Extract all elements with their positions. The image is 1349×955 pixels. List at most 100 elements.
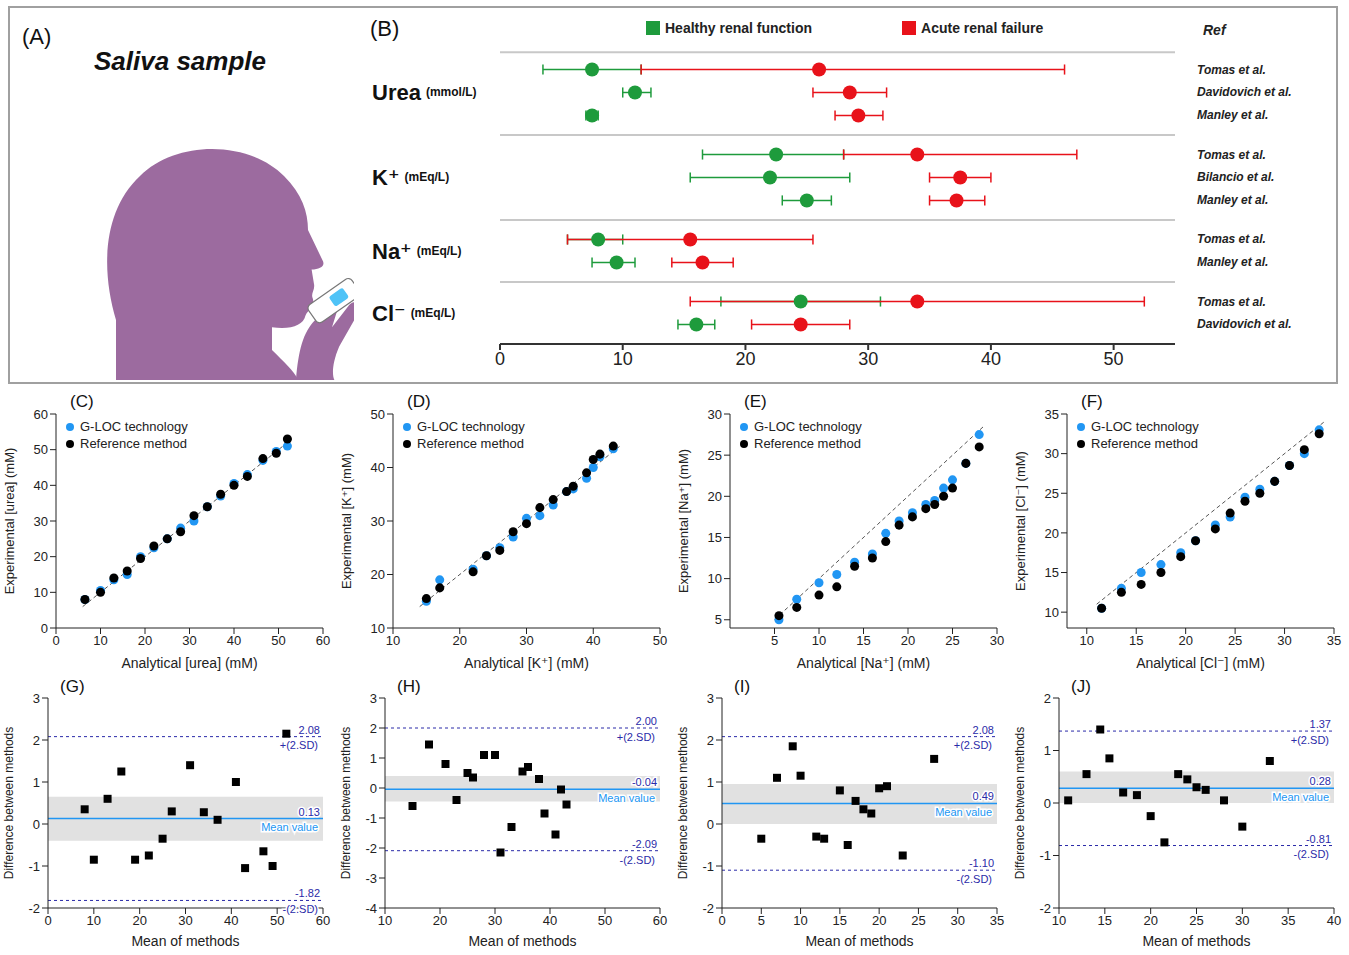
svg-text:10: 10: [371, 621, 385, 636]
svg-text:Difference between methods: Difference between methods: [1013, 727, 1027, 880]
svg-text:Difference between methods: Difference between methods: [676, 727, 690, 880]
svg-text:30: 30: [371, 514, 385, 529]
svg-text:0: 0: [41, 621, 48, 636]
svg-text:2: 2: [1044, 691, 1051, 706]
svg-text:30: 30: [519, 633, 533, 648]
svg-text:10: 10: [1045, 605, 1059, 620]
svg-text:35: 35: [1327, 633, 1341, 648]
svg-text:Analytical [Cl⁻] (mM): Analytical [Cl⁻] (mM): [1136, 655, 1265, 671]
svg-text:Mean of methods: Mean of methods: [805, 933, 913, 949]
svg-text:Experimental [K⁺] (mM): Experimental [K⁺] (mM): [339, 453, 354, 589]
svg-text:Mean of methods: Mean of methods: [468, 933, 576, 949]
svg-text:0: 0: [1044, 796, 1051, 811]
svg-text:Na⁺(mEq/L): Na⁺(mEq/L): [372, 238, 461, 263]
svg-text:60: 60: [316, 633, 330, 648]
svg-text:Experimental [Cl⁻] (mM): Experimental [Cl⁻] (mM): [1013, 451, 1028, 591]
svg-text:35: 35: [990, 913, 1004, 928]
svg-text:10: 10: [708, 571, 722, 586]
svg-text:-1.10: -1.10: [969, 857, 994, 869]
svg-text:Mean value: Mean value: [261, 821, 318, 833]
svg-text:60: 60: [34, 407, 48, 422]
svg-text:Manley et al.: Manley et al.: [1197, 108, 1268, 122]
svg-text:30: 30: [708, 407, 722, 422]
svg-text:50: 50: [598, 913, 612, 928]
svg-text:Saliva sample: Saliva sample: [94, 46, 266, 76]
svg-text:10: 10: [793, 913, 807, 928]
svg-text:1: 1: [1044, 743, 1051, 758]
svg-text:10: 10: [87, 913, 101, 928]
svg-text:-1: -1: [365, 811, 377, 826]
svg-text:5: 5: [771, 633, 778, 648]
svg-text:Analytical [K⁺] (mM): Analytical [K⁺] (mM): [464, 655, 589, 671]
svg-text:0: 0: [718, 913, 725, 928]
svg-text:0: 0: [33, 817, 40, 832]
svg-text:10: 10: [34, 585, 48, 600]
svg-text:2: 2: [33, 733, 40, 748]
svg-text:+(2.SD): +(2.SD): [954, 739, 992, 751]
svg-text:25: 25: [1189, 913, 1203, 928]
svg-text:20: 20: [138, 633, 152, 648]
svg-text:-2: -2: [365, 841, 377, 856]
svg-text:10: 10: [613, 349, 633, 369]
svg-text:30: 30: [1235, 913, 1249, 928]
svg-text:1: 1: [33, 775, 40, 790]
svg-text:Davidovich et al.: Davidovich et al.: [1197, 317, 1292, 331]
svg-text:3: 3: [33, 691, 40, 706]
svg-text:40: 40: [224, 913, 238, 928]
svg-text:20: 20: [1045, 526, 1059, 541]
svg-text:-0.81: -0.81: [1306, 833, 1331, 845]
svg-text:Manley et al.: Manley et al.: [1197, 255, 1268, 269]
svg-text:60: 60: [653, 913, 667, 928]
svg-text:25: 25: [1045, 486, 1059, 501]
svg-text:15: 15: [708, 530, 722, 545]
svg-text:-(2.SD): -(2.SD): [957, 873, 992, 885]
svg-text:40: 40: [981, 349, 1001, 369]
svg-text:50: 50: [653, 633, 667, 648]
svg-text:15: 15: [1045, 565, 1059, 580]
svg-text:Analytical [Na⁺] (mM): Analytical [Na⁺] (mM): [797, 655, 930, 671]
svg-text:30: 30: [990, 633, 1004, 648]
svg-text:20: 20: [901, 633, 915, 648]
svg-text:+(2.SD): +(2.SD): [617, 731, 655, 743]
svg-text:40: 40: [227, 633, 241, 648]
svg-text:1: 1: [707, 775, 714, 790]
svg-text:-4: -4: [365, 901, 377, 916]
svg-text:Tomas et al.: Tomas et al.: [1197, 148, 1266, 162]
svg-text:0: 0: [52, 633, 59, 648]
svg-text:Manley et al.: Manley et al.: [1197, 193, 1268, 207]
svg-text:1: 1: [370, 751, 377, 766]
svg-text:40: 40: [371, 460, 385, 475]
svg-text:-1: -1: [1039, 848, 1051, 863]
svg-text:10: 10: [1052, 913, 1066, 928]
svg-text:2: 2: [707, 733, 714, 748]
svg-text:1.37: 1.37: [1310, 718, 1331, 730]
svg-text:15: 15: [856, 633, 870, 648]
svg-text:15: 15: [1098, 913, 1112, 928]
svg-text:35: 35: [1281, 913, 1295, 928]
svg-text:25: 25: [708, 448, 722, 463]
svg-text:10: 10: [93, 633, 107, 648]
svg-text:10: 10: [386, 633, 400, 648]
svg-text:50: 50: [1104, 349, 1124, 369]
svg-text:Tomas et al.: Tomas et al.: [1197, 295, 1266, 309]
svg-text:-(2.SD): -(2.SD): [283, 903, 318, 915]
svg-text:30: 30: [950, 913, 964, 928]
svg-text:K⁺(mEq/L): K⁺(mEq/L): [372, 165, 449, 190]
svg-text:30: 30: [182, 633, 196, 648]
svg-text:25: 25: [1228, 633, 1242, 648]
svg-text:+(2.SD): +(2.SD): [1291, 734, 1329, 746]
svg-text:2.08: 2.08: [299, 724, 320, 736]
svg-text:Mean value: Mean value: [598, 792, 655, 804]
svg-text:-2: -2: [1039, 901, 1051, 916]
svg-text:30: 30: [488, 913, 502, 928]
svg-text:-0.04: -0.04: [632, 776, 657, 788]
svg-text:Mean value: Mean value: [935, 806, 992, 818]
svg-text:25: 25: [911, 913, 925, 928]
svg-text:Davidovich et al.: Davidovich et al.: [1197, 85, 1292, 99]
svg-text:0: 0: [370, 781, 377, 796]
svg-text:Cl⁻(mEq/L): Cl⁻(mEq/L): [372, 300, 455, 325]
svg-text:Mean of methods: Mean of methods: [131, 933, 239, 949]
svg-text:Bilancio et al.: Bilancio et al.: [1197, 170, 1274, 184]
svg-text:30: 30: [1045, 446, 1059, 461]
svg-text:20: 20: [34, 549, 48, 564]
